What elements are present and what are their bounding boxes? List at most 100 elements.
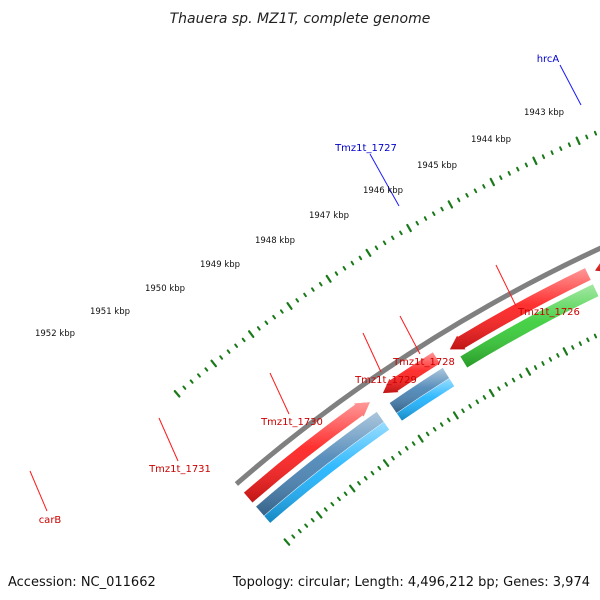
gene-carb-blue-shade: [256, 412, 384, 516]
leader-hrca: [559, 64, 582, 106]
inner-minor-tick: [593, 333, 598, 339]
gene-label-tmz1t-1727[interactable]: Tmz1t_1727: [334, 143, 397, 154]
inner-minor-tick: [370, 470, 375, 476]
outer-minor-tick: [382, 240, 387, 246]
outer-minor-tick: [440, 206, 444, 212]
outer-minor-tick: [423, 216, 428, 221]
gene-tmz1t-1731-blue[interactable]: [389, 368, 450, 413]
outer-minor-tick: [303, 292, 307, 298]
gene-label-tmz1t-1726[interactable]: Tmz1t_1726: [517, 307, 580, 318]
inner-minor-tick: [511, 377, 516, 383]
scale-label-1952: 1952 kbp: [35, 329, 75, 339]
inner-minor-tick: [291, 534, 296, 539]
gene-carb-red[interactable]: [243, 402, 370, 503]
inner-minor-tick: [391, 455, 395, 461]
gene-label-tmz1t-1731[interactable]: Tmz1t_1731: [148, 464, 211, 475]
inner-minor-tick: [482, 395, 487, 400]
scale-labels: 1943 kbp 1944 kbp 1945 kbp 1946 kbp 1947…: [35, 108, 564, 339]
outer-major-tick: [489, 177, 495, 187]
outer-minor-tick: [499, 175, 503, 180]
outer-minor-tick: [415, 220, 419, 226]
inner-minor-tick: [541, 361, 545, 366]
outer-major-tick: [365, 248, 372, 257]
gene-label-tmz1t-1728[interactable]: Tmz1t_1728: [392, 357, 455, 368]
outer-minor-tick: [272, 314, 276, 320]
outer-minor-tick: [482, 184, 486, 189]
gene-carb-cyan-shade: [264, 422, 390, 523]
outer-minor-tick: [189, 379, 194, 384]
outer-minor-tick: [358, 255, 363, 261]
inner-minor-tick: [439, 422, 444, 427]
outer-minor-tick: [559, 146, 563, 151]
inner-minor-tick: [357, 481, 361, 486]
gene-tmz1t-1730-green[interactable]: [460, 284, 599, 368]
kbp-ticks: [173, 130, 598, 546]
gene-tmz1t-1731-red-shade: [382, 352, 440, 394]
inner-minor-tick: [330, 502, 335, 507]
inner-minor-tick: [304, 523, 309, 528]
leader-tmz1t-1728: [399, 315, 421, 355]
inner-minor-tick: [297, 528, 302, 534]
leader-tmz1t-1726: [495, 264, 517, 307]
inner-minor-tick: [548, 357, 553, 362]
summary-text: Topology: circular; Length: 4,496,212 bp…: [232, 575, 590, 590]
scale-label-1947: 1947 kbp: [309, 211, 349, 221]
gene-tmz1t-1731-cyan-shade: [396, 378, 455, 421]
outer-minor-tick: [311, 287, 315, 292]
inner-minor-tick: [432, 427, 437, 432]
gene-tmz1t-1730-green-shade: [460, 284, 599, 368]
inner-minor-tick: [578, 341, 582, 346]
inner-major-tick: [382, 459, 390, 467]
outer-minor-tick: [279, 309, 284, 314]
inner-minor-tick: [377, 465, 382, 471]
gene-carb-blue[interactable]: [256, 412, 384, 516]
outer-major-tick: [406, 223, 412, 233]
gene-features: [243, 247, 600, 523]
gene-tmz1t-1730-red[interactable]: [449, 268, 591, 350]
outer-minor-tick: [219, 355, 224, 360]
outer-minor-tick: [507, 171, 511, 176]
outer-minor-tick: [318, 281, 323, 287]
inner-minor-tick: [310, 518, 315, 523]
inner-minor-tick: [343, 491, 348, 496]
inner-major-tick: [315, 510, 323, 519]
outer-minor-tick: [374, 245, 379, 251]
gene-carb-cyan[interactable]: [264, 422, 390, 523]
leader-carb: [29, 470, 48, 512]
gene-tmz1t-1729-red-shade: [595, 263, 600, 272]
gene-tmz1t-1731-cyan[interactable]: [396, 378, 455, 421]
inner-minor-tick: [519, 373, 523, 379]
scale-label-1951: 1951 kbp: [90, 307, 130, 317]
outer-minor-tick: [457, 197, 461, 203]
gene-label-tmz1t-1730[interactable]: Tmz1t_1730: [260, 417, 323, 428]
outer-minor-tick: [204, 367, 209, 372]
map-title: Thauera sp. MZ1T, complete genome: [170, 11, 431, 27]
outer-minor-tick: [182, 385, 187, 390]
outer-minor-tick: [295, 298, 300, 303]
outer-minor-tick: [550, 150, 554, 155]
scale-label-1949: 1949 kbp: [200, 260, 240, 270]
outer-minor-tick: [241, 337, 246, 343]
scale-label-1946: 1946 kbp: [363, 186, 403, 196]
outer-minor-tick: [350, 260, 355, 266]
outer-minor-tick: [264, 320, 269, 325]
inner-minor-tick: [468, 404, 472, 409]
outer-minor-tick: [226, 349, 231, 354]
gene-tmz1t-1729-red[interactable]: [595, 247, 600, 272]
gene-label-hrca[interactable]: hrcA: [537, 54, 560, 65]
gene-label-tmz1t-1729[interactable]: Tmz1t_1729: [354, 375, 417, 386]
inner-major-tick: [349, 484, 356, 493]
outer-minor-tick: [256, 326, 261, 331]
inner-minor-tick: [475, 399, 480, 405]
inner-minor-tick: [533, 365, 538, 370]
gene-label-carb[interactable]: carB: [39, 515, 62, 526]
inner-minor-tick: [461, 408, 465, 414]
outer-major-tick: [532, 156, 538, 166]
leader-tmz1t-1727: [369, 153, 400, 207]
inner-major-tick: [525, 367, 532, 376]
gene-tmz1t-1731-red[interactable]: [382, 352, 440, 394]
outer-minor-tick: [516, 166, 520, 172]
inner-minor-tick: [398, 451, 402, 456]
